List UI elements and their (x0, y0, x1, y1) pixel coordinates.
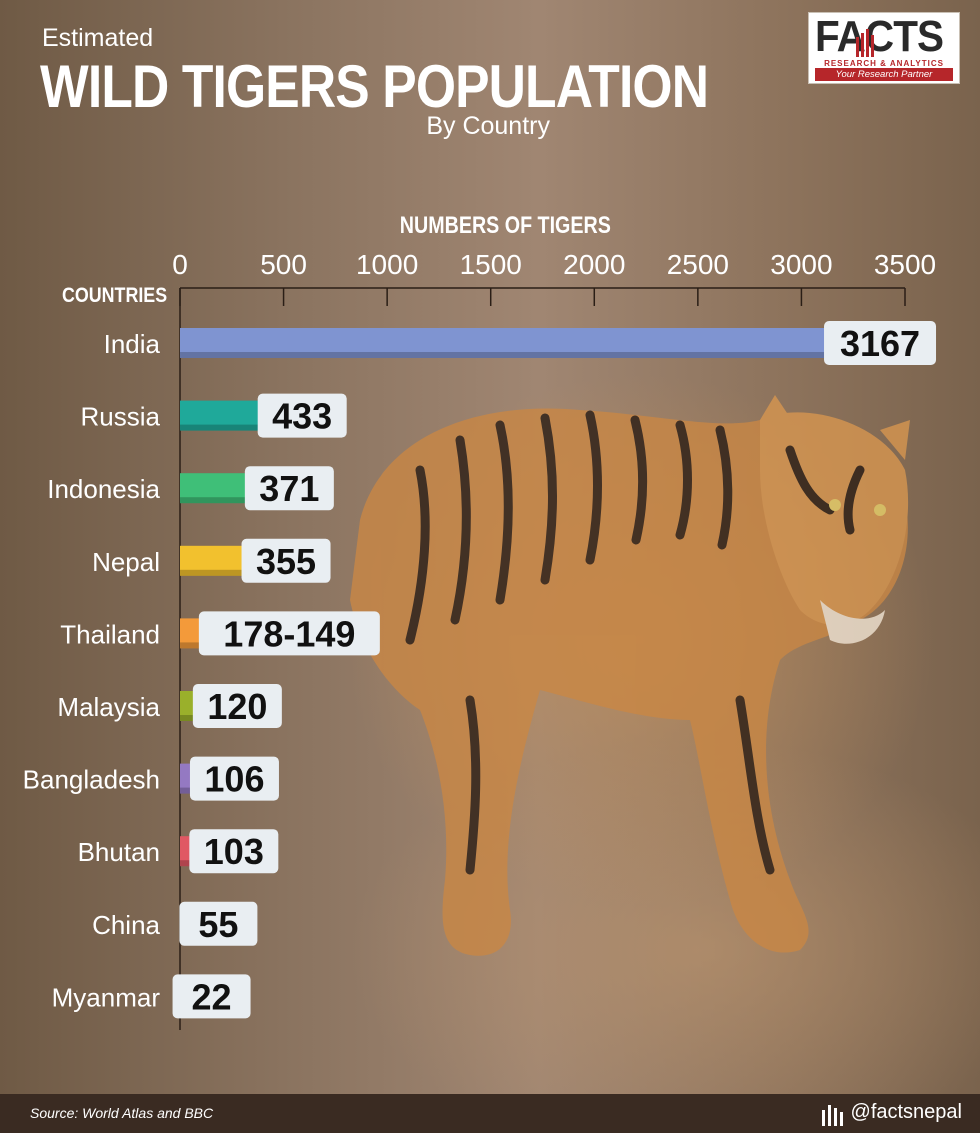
value-label-box (189, 756, 279, 801)
x-axis-title: NUMBERS OF TIGERS (399, 212, 611, 239)
value-label: 178-149 (223, 613, 355, 654)
bar (180, 328, 837, 358)
category-label: Malaysia (57, 692, 160, 722)
category-label: Thailand (60, 619, 160, 649)
x-tick-label: 3500 (874, 249, 936, 280)
category-label: Russia (81, 402, 161, 432)
bar-shadow (180, 424, 270, 431)
y-axis-title: COUNTRIES (62, 284, 168, 307)
value-label-box (172, 974, 251, 1019)
value-label-box (179, 901, 258, 946)
value-label-box (241, 538, 331, 583)
value-label-box (189, 829, 279, 874)
x-tick-label: 2500 (667, 249, 729, 280)
x-tick-label: 0 (172, 249, 188, 280)
x-tick-label: 500 (260, 249, 307, 280)
value-label: 371 (259, 468, 319, 509)
value-label: 433 (272, 396, 332, 437)
value-label-box (257, 393, 347, 438)
category-label: Indonesia (47, 474, 160, 504)
bar-shadow (180, 569, 254, 576)
logo-wordmark: FACTS (815, 12, 944, 61)
title-subtitle: By Country (426, 112, 550, 140)
title-prefix: Estimated (42, 24, 154, 52)
category-label: Bangladesh (23, 765, 160, 795)
category-label: China (92, 910, 160, 940)
bar (180, 400, 270, 431)
bar-shadow (180, 715, 205, 721)
facts-bars-icon (822, 1105, 843, 1126)
bar (180, 545, 254, 576)
bar-shadow (180, 352, 837, 358)
x-tick-label: 3000 (770, 249, 832, 280)
x-tick-label: 2000 (563, 249, 625, 280)
value-label: 3167 (840, 323, 920, 364)
value-label: 55 (198, 904, 238, 945)
value-label-box (198, 611, 380, 656)
x-tick-label: 1500 (460, 249, 522, 280)
bar (180, 473, 257, 504)
page-title: WILD TIGERS POPULATION (40, 53, 709, 120)
value-label: 103 (204, 831, 264, 872)
value-label: 355 (256, 541, 316, 582)
logo-band: Your Research Partner (815, 68, 953, 81)
logo-pillars-icon (856, 29, 874, 57)
bar-shadow (180, 497, 257, 504)
facts-logo: FACTS RESEARCH & ANALYTICS Your Research… (808, 12, 960, 84)
source-note: Source: World Atlas and BBC (30, 1105, 214, 1121)
value-label: 22 (192, 976, 232, 1017)
value-label-box (244, 466, 334, 511)
x-tick-label: 1000 (356, 249, 418, 280)
category-label: Bhutan (78, 837, 160, 867)
footer-bar: Source: World Atlas and BBC @factsnepal (0, 1094, 980, 1133)
category-label: Myanmar (52, 982, 161, 1012)
logo-tagline: RESEARCH & ANALYTICS (824, 59, 944, 68)
value-label-box (192, 684, 282, 728)
social-handle[interactable]: @factsnepal (850, 1101, 962, 1123)
category-label: Nepal (92, 547, 160, 577)
value-label: 120 (207, 686, 267, 727)
bar-shadow (180, 642, 211, 649)
value-label-box (824, 321, 937, 365)
category-label: India (104, 329, 161, 359)
value-label: 106 (204, 759, 264, 800)
